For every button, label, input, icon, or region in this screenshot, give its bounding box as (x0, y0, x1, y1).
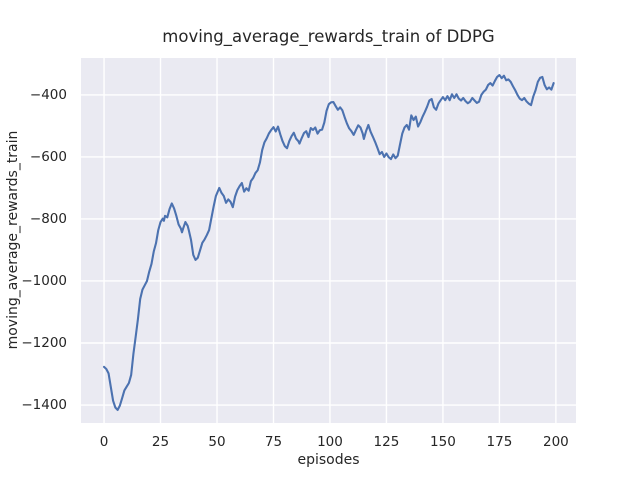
plot-area (81, 58, 576, 423)
x-tick-label: 200 (543, 434, 569, 450)
chart-title: moving_average_rewards_train of DDPG (162, 27, 495, 46)
x-tick-label: 50 (208, 434, 226, 450)
x-tick-label: 25 (151, 434, 170, 450)
y-tick-label: −400 (29, 86, 67, 103)
x-tick-label: 75 (264, 434, 283, 450)
y-tick-label: −1200 (21, 334, 67, 351)
line-chart-canvas (81, 58, 576, 423)
y-tick-label: −600 (29, 148, 67, 165)
y-tick-label: −1000 (21, 272, 67, 289)
x-tick-label: 0 (99, 434, 109, 450)
x-tick-label: 125 (373, 434, 400, 450)
x-tick-label: 175 (486, 434, 513, 450)
x-tick-label: 100 (317, 434, 343, 450)
x-axis-label: episodes (297, 452, 360, 468)
y-tick-label: −800 (29, 210, 67, 227)
y-tick-label: −1400 (21, 397, 67, 413)
x-tick-label: 150 (430, 434, 456, 450)
series-line-moving_average_rewards_train (102, 74, 555, 412)
y-axis-label: moving_average_rewards_train (5, 130, 21, 350)
